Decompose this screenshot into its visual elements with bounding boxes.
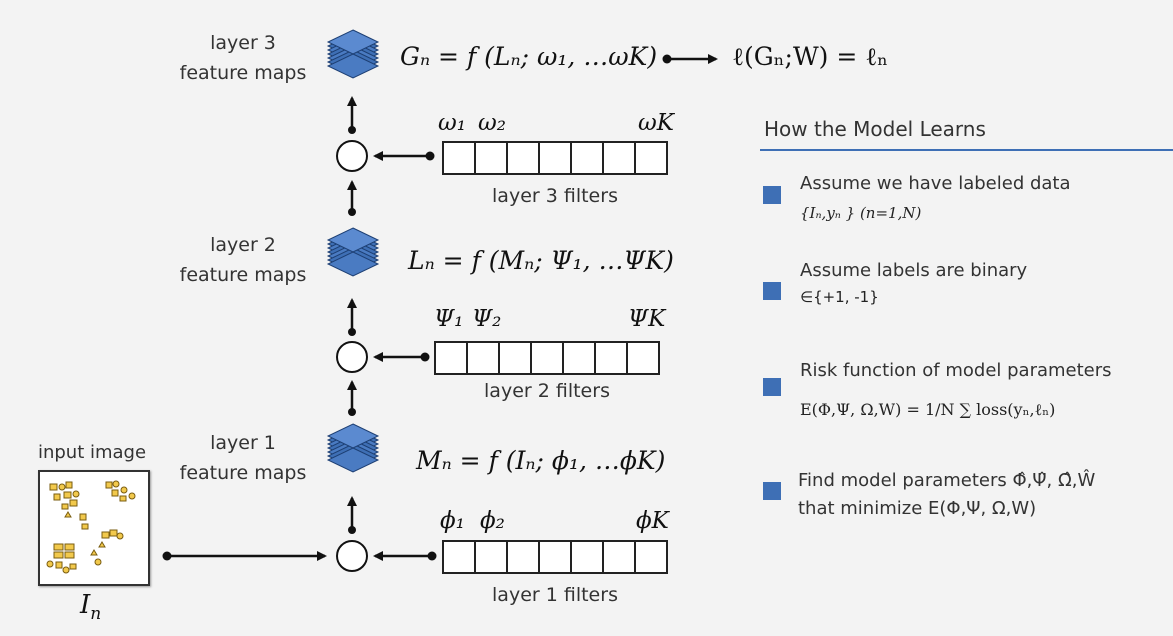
filter-cell xyxy=(474,141,508,175)
layer3-filter-symbol-1: ω₁ xyxy=(438,110,466,136)
bullet-marker xyxy=(763,282,781,300)
filter-cell xyxy=(570,540,604,574)
layer2-filter-symbol-1: Ψ₁ xyxy=(434,306,464,332)
filter-cell xyxy=(538,141,572,175)
layer1-feature-label: layer 1 feature maps xyxy=(179,432,307,484)
layer3-filters-label: layer 3 filters xyxy=(492,185,618,207)
layer1-feature-maps-stack-icon xyxy=(324,418,382,476)
filter-cell xyxy=(474,540,508,574)
filter-cell xyxy=(634,540,668,574)
layer2-feature-label: layer 2 feature maps xyxy=(179,234,307,286)
filter-cell xyxy=(594,341,628,375)
loss-formula: ℓ(Gₙ;W) = ℓₙ xyxy=(732,42,889,71)
layer3-filter-symbol-2: ω₂ xyxy=(478,110,506,136)
layer2-formula: Lₙ = f (Mₙ; Ψ₁, …ΨK) xyxy=(408,246,674,275)
panel-item-1-text: Assume we have labeled data xyxy=(800,173,1071,194)
panel-title-rule xyxy=(760,149,1173,151)
filter-cell xyxy=(506,141,540,175)
panel-title: How the Model Learns xyxy=(764,117,986,141)
filter-cell xyxy=(538,540,572,574)
panel-item-2-formula: ∈{+1, -1} xyxy=(800,288,879,306)
bullet-marker xyxy=(763,186,781,204)
panel-item-4-formula: that minimize E(Φ,Ψ, Ω,W) xyxy=(798,498,1037,519)
filter-cell xyxy=(498,341,532,375)
filter-cell xyxy=(602,141,636,175)
layer1-formula: Mₙ = f (Iₙ; ϕ₁, …ϕK) xyxy=(416,446,666,475)
layer1-filter-bank xyxy=(442,540,668,574)
layer3-feature-maps-stack-icon xyxy=(324,24,382,82)
layer1-filter-symbol-1: ϕ₁ xyxy=(440,508,465,534)
layer2-feature-maps-stack-icon xyxy=(324,222,382,280)
filter-cell xyxy=(570,141,604,175)
input-image-shapes-icon xyxy=(46,480,136,574)
layer3-filter-symbol-k: ωK xyxy=(638,110,674,136)
layer2-filter-bank xyxy=(434,341,660,375)
input-symbol: In xyxy=(80,590,102,625)
filter-cell xyxy=(506,540,540,574)
layer3-feature-label: layer 3 feature maps xyxy=(179,32,307,84)
filter-cell xyxy=(634,141,668,175)
filter-cell xyxy=(530,341,564,375)
input-image-label: input image xyxy=(37,442,147,463)
filter-cell xyxy=(442,540,476,574)
panel-item-3-formula: E(Φ,Ψ, Ω,W) = 1/N ∑ loss(yₙ,ℓₙ) xyxy=(800,400,1056,419)
filter-cell xyxy=(602,540,636,574)
filter-cell xyxy=(434,341,468,375)
panel-item-4-text: Find model parameters Φ̂,Ψ̂, Ω̂,Ŵ xyxy=(798,470,1096,491)
sum-node-layer3 xyxy=(336,140,368,172)
panel-item-1-formula: {Iₙ,yₙ } (n=1,N) xyxy=(800,204,922,222)
layer2-filter-symbol-2: Ψ₂ xyxy=(472,306,502,332)
layer1-filters-label: layer 1 filters xyxy=(492,584,618,606)
layer3-formula: Gₙ = f (Lₙ; ω₁, …ωK) xyxy=(400,42,658,71)
connector-lines xyxy=(162,54,718,561)
layer1-filter-symbol-k: ϕK xyxy=(636,508,669,534)
bullet-marker xyxy=(763,378,781,396)
sum-node-layer1 xyxy=(336,540,368,572)
sum-node-layer2 xyxy=(336,341,368,373)
filter-cell xyxy=(626,341,660,375)
filter-cell xyxy=(442,141,476,175)
layer2-filters-label: layer 2 filters xyxy=(484,380,610,402)
panel-item-3-text: Risk function of model parameters xyxy=(800,360,1112,381)
layer2-filter-symbol-k: ΨK xyxy=(628,306,666,332)
layer3-filter-bank xyxy=(442,141,668,175)
input-image xyxy=(38,470,150,586)
filter-cell xyxy=(466,341,500,375)
bullet-marker xyxy=(763,482,781,500)
filter-cell xyxy=(562,341,596,375)
panel-item-2-text: Assume labels are binary xyxy=(800,260,1028,281)
layer1-filter-symbol-2: ϕ₂ xyxy=(480,508,505,534)
